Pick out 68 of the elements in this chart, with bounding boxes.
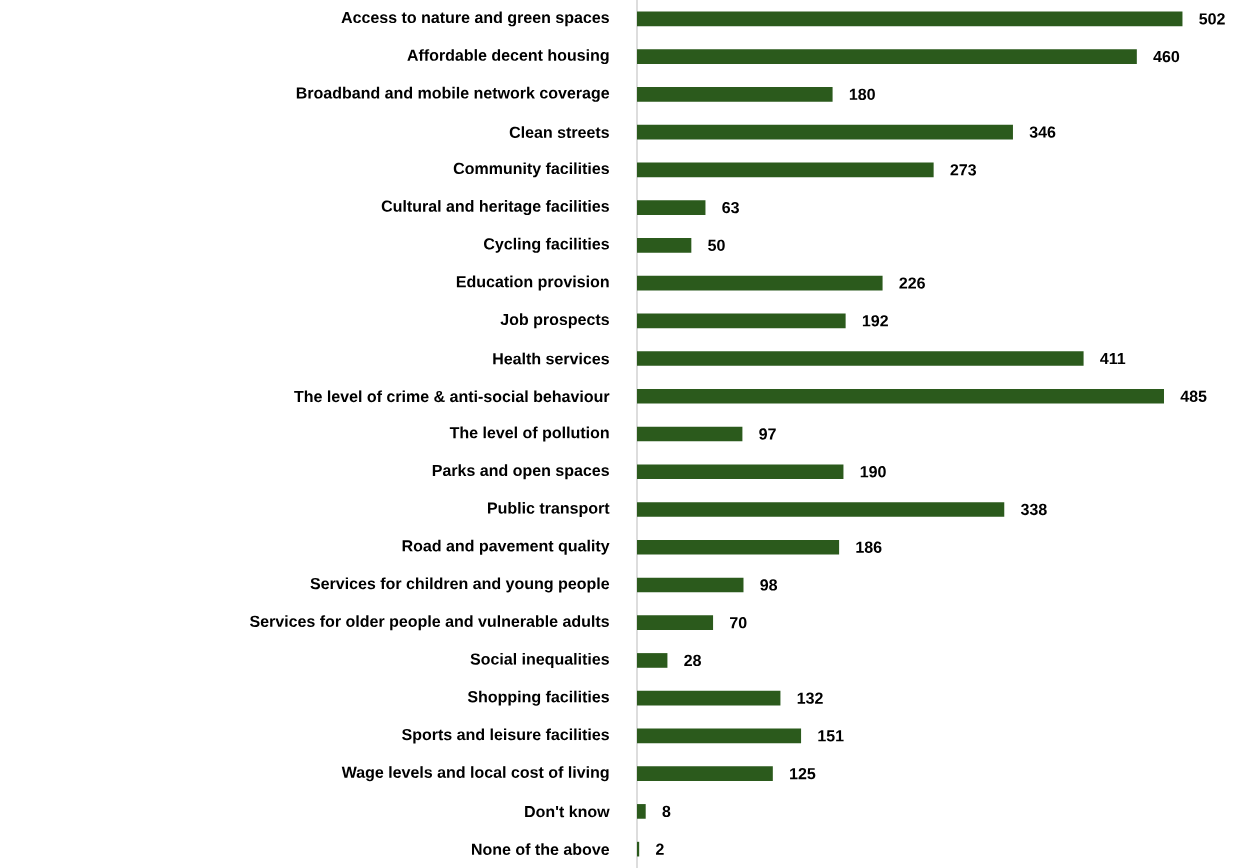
y-tick-label: Cultural and heritage facilities [381,200,609,216]
y-tick-label: Community facilities [453,162,609,178]
y-tick-label: Social inequalities [470,653,609,668]
data-label: 98 [760,579,778,591]
bar [637,49,1137,64]
bar [637,426,743,442]
bar [637,237,692,253]
y-tick-label: Services for children and young people [310,577,610,593]
y-tick-label: None of the above [472,843,610,856]
y-tick-label: Public transport [488,502,610,517]
y-tick-label: Parks and open spaces [432,464,609,480]
data-label: 180 [849,88,875,101]
data-label: 70 [730,617,747,629]
bar [637,200,706,215]
data-label: 63 [722,201,739,214]
bar [637,351,1084,366]
bar [637,275,883,291]
data-label: 411 [1100,353,1126,365]
bar [637,728,802,744]
y-tick-label: The level of crime & anti-social behaviour [294,390,610,403]
bar [637,690,781,706]
data-label: 192 [862,315,888,327]
data-label: 50 [708,239,725,251]
data-label: 28 [684,654,701,667]
data-label: 502 [1199,13,1225,25]
data-label: 346 [1029,126,1056,138]
bar [637,804,646,819]
y-tick-label: Broadband and mobile network coverage [296,86,610,102]
y-tick-label: Clean streets [509,126,609,138]
y-tick-label: Access to nature and green spaces [341,11,609,27]
bar [637,162,934,178]
y-tick-label: Don't know [525,805,610,818]
bar [637,653,668,668]
y-tick-label: Health services [493,352,609,365]
y-tick-label: Education provision [456,275,609,291]
data-label: 190 [860,466,886,478]
bar [637,388,1164,404]
y-tick-label: Affordable decent housing [407,49,609,65]
bar [637,502,1005,517]
y-tick-label: Sports and leisure facilities [402,728,609,744]
bar [637,766,773,781]
bar [637,313,846,329]
data-label: 226 [899,277,925,289]
data-label: 8 [662,805,671,818]
bar [637,577,744,593]
data-label: 273 [950,164,977,176]
y-tick-label: The level of pollution [449,426,609,442]
y-tick-label: Shopping facilities [467,690,609,706]
data-label: 2 [656,843,664,855]
bar [637,539,840,555]
data-label: 338 [1020,503,1047,516]
bar [637,87,833,102]
bar [637,464,844,480]
y-tick-label: Road and pavement quality [402,539,610,555]
y-tick-label: Services for older people and vulnerable adults [249,615,609,631]
data-label: 97 [759,428,776,440]
bar [637,124,1013,140]
bar [637,615,714,631]
y-tick-label: Job prospects [500,313,609,329]
data-label: 132 [797,692,823,704]
data-label: 125 [790,768,816,780]
data-label: 485 [1180,390,1207,402]
data-label: 151 [818,730,844,742]
bar [637,11,1183,27]
y-tick-label: Cycling facilities [484,237,609,253]
data-label: 460 [1153,50,1180,63]
y-tick-label: Wage levels and local cost of living [341,766,609,782]
data-label: 186 [856,541,882,553]
